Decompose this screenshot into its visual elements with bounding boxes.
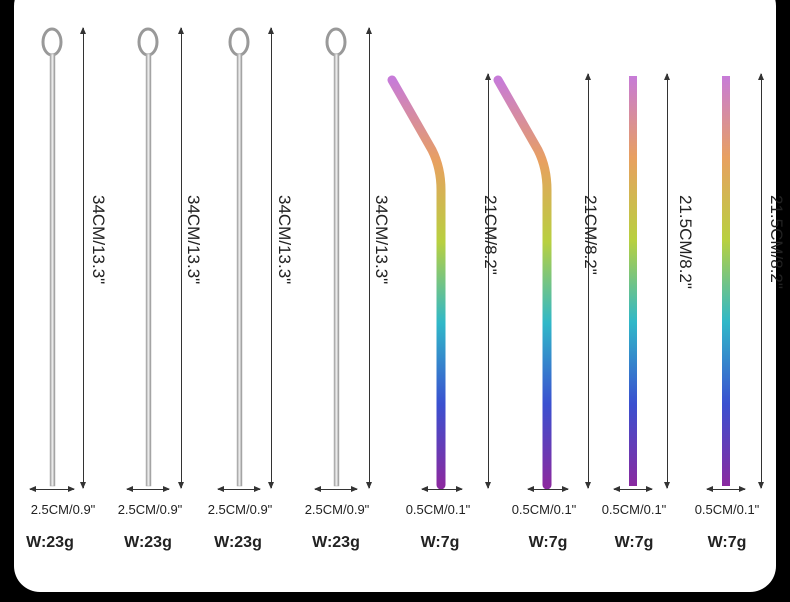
length-arrow (268, 27, 274, 489)
length-label: 34CM/13.3" (184, 195, 203, 285)
width-arrow (527, 486, 569, 492)
straight-straw-1 (629, 76, 637, 486)
length-arrow (366, 27, 372, 489)
skewer-3 (228, 27, 250, 487)
skewer-1 (41, 27, 63, 487)
width-label: 2.5CM/0.9" (207, 502, 273, 517)
length-arrow (758, 73, 764, 489)
width-arrow (706, 486, 746, 492)
width-label: 2.5CM/0.9" (30, 502, 96, 517)
length-arrow (80, 27, 86, 489)
weight-label: W:7g (707, 534, 747, 551)
bent-straw-2 (493, 75, 552, 490)
width-label: 0.5CM/0.1" (694, 502, 760, 517)
width-label: 0.5CM/0.1" (601, 502, 667, 517)
width-arrow (314, 486, 358, 492)
width-arrow (217, 486, 261, 492)
length-arrow (178, 27, 184, 489)
straight-straw-2 (722, 76, 730, 486)
width-arrow (29, 486, 75, 492)
width-label: 2.5CM/0.9" (117, 502, 183, 517)
product-card (14, 0, 776, 592)
weight-label: W:7g (420, 534, 460, 551)
skewer-4 (325, 27, 347, 487)
length-arrow (485, 73, 491, 489)
length-label: 21.5CM/8.2" (767, 195, 786, 289)
width-arrow (613, 486, 653, 492)
weight-label: W:23g (214, 534, 262, 551)
length-label: 21CM/8.2" (481, 195, 500, 275)
weight-label: W:7g (528, 534, 568, 551)
weight-label: W:23g (312, 534, 360, 551)
width-label: 2.5CM/0.9" (304, 502, 370, 517)
skewer-2 (137, 27, 159, 487)
width-arrow (421, 486, 463, 492)
length-label: 34CM/13.3" (372, 195, 391, 285)
width-label: 0.5CM/0.1" (511, 502, 577, 517)
length-arrow (664, 73, 670, 489)
length-arrow (585, 73, 591, 489)
width-arrow (126, 486, 170, 492)
bent-straw-1 (387, 75, 446, 490)
width-label: 0.5CM/0.1" (405, 502, 471, 517)
length-label: 34CM/13.3" (275, 195, 294, 285)
weight-label: W:23g (26, 534, 74, 551)
length-label: 34CM/13.3" (89, 195, 108, 285)
weight-label: W:23g (124, 534, 172, 551)
length-label: 21CM/8.2" (581, 195, 600, 275)
length-label: 21.5CM/8.2" (676, 195, 695, 289)
weight-label: W:7g (614, 534, 654, 551)
